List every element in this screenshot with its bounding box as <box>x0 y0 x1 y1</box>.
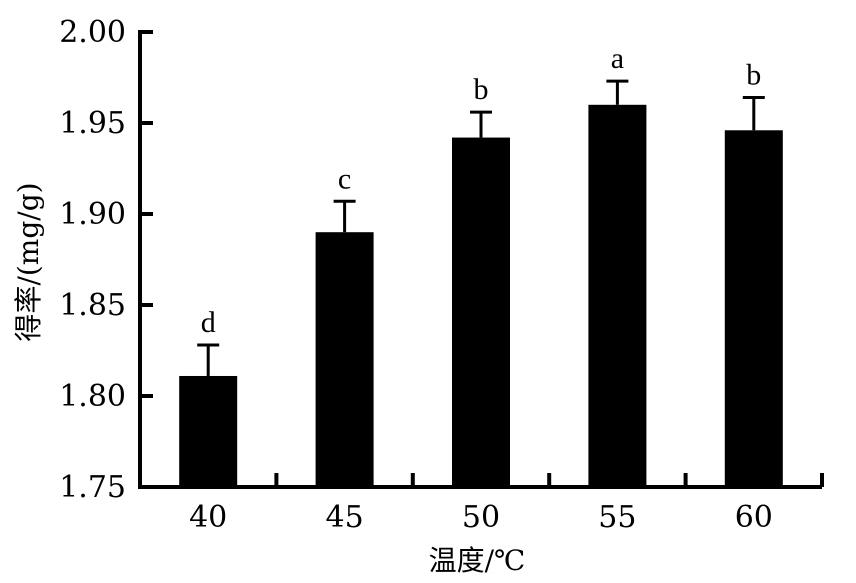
y-tick-label: 1.80 <box>59 379 126 414</box>
x-tick-label: 60 <box>735 500 773 535</box>
y-tick-label: 1.75 <box>59 470 126 505</box>
bar <box>452 137 510 487</box>
bar <box>588 104 647 488</box>
x-tick-label: 55 <box>598 500 636 535</box>
significance-label: b <box>746 59 761 92</box>
bars: d c b a b <box>179 42 783 488</box>
bar <box>179 375 238 487</box>
y-tick-label: 1.95 <box>59 106 126 141</box>
x-tick-label: 45 <box>326 500 364 535</box>
significance-label: c <box>338 162 351 195</box>
bar <box>315 232 374 487</box>
y-tick-label: 1.85 <box>59 288 126 323</box>
significance-label: b <box>474 73 489 106</box>
y-axis-title: 得率/(mg/g) <box>12 182 45 341</box>
x-axis-title: 温度/℃ <box>429 544 526 577</box>
ticks: 1.75 1.80 1.85 1.90 1.95 2.00 40 45 50 55 60 <box>59 15 824 535</box>
x-tick-label: 40 <box>189 500 227 535</box>
y-tick-label: 2.00 <box>59 15 126 50</box>
y-tick-label: 1.90 <box>59 197 126 232</box>
significance-label: d <box>201 306 216 339</box>
bar <box>724 130 783 487</box>
significance-label: a <box>611 42 624 75</box>
x-tick-label: 50 <box>462 500 500 535</box>
